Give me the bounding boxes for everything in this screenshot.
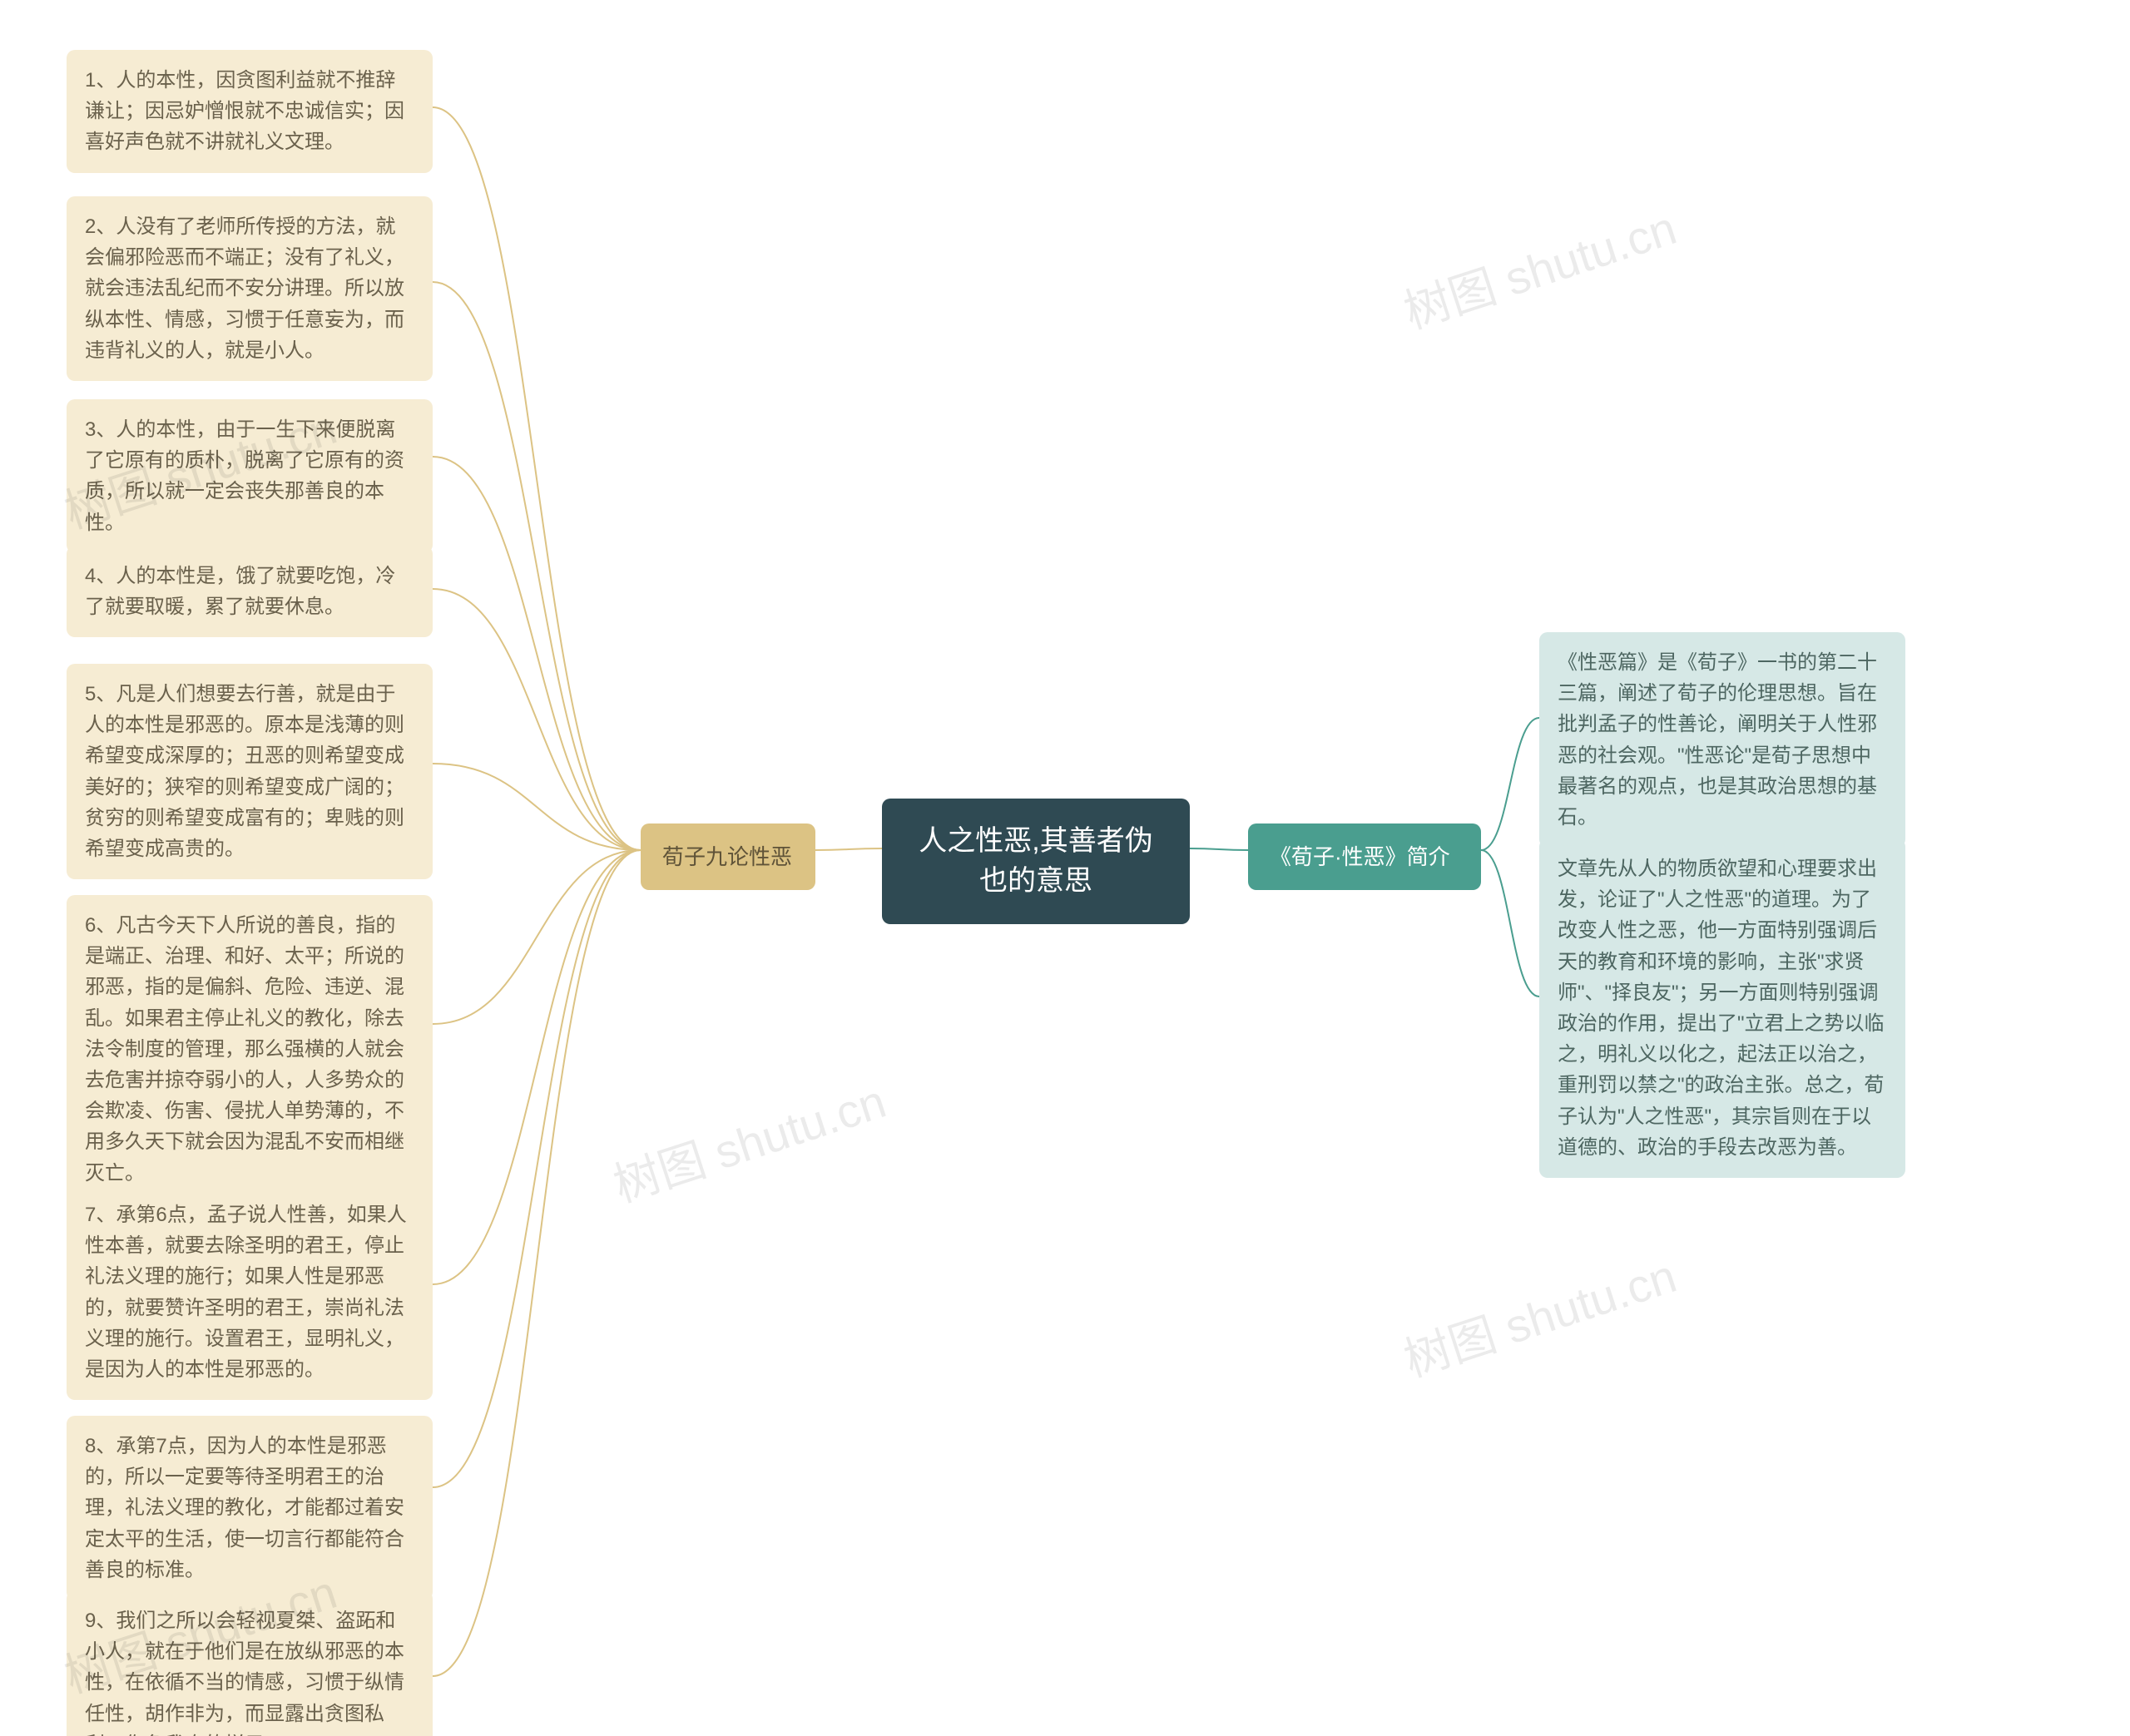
leaf-left-4[interactable]: 4、人的本性是，饿了就要吃饱，冷了就要取暖，累了就要休息。 [67,546,433,637]
leaf-left-2[interactable]: 2、人没有了老师所传授的方法，就会偏邪险恶而不端正；没有了礼义，就会违法乱纪而不… [67,196,433,381]
leaf-left-9[interactable]: 9、我们之所以会轻视夏桀、盗跖和小人，就在于他们是在放纵邪恶的本性，在依循不当的… [67,1590,433,1736]
branch-right[interactable]: 《荀子·性恶》简介 [1248,823,1481,890]
watermark-text: 树图 shutu.cn [1394,1239,1684,1391]
leaf-text: 《性恶篇》是《荀子》一书的第二十三篇，阐述了荀子的伦理思想。旨在批判孟子的性善论… [1558,651,1877,828]
branch-left[interactable]: 荀子九论性恶 [641,823,815,890]
watermark-text: 树图 shutu.cn [604,1065,894,1216]
leaf-text: 4、人的本性是，饿了就要吃饱，冷了就要取暖，累了就要休息。 [85,565,395,618]
leaf-text: 1、人的本性，因贪图利益就不推辞谦让；因忌妒憎恨就不忠诚信实；因喜好声色就不讲就… [85,69,404,153]
leaf-left-6[interactable]: 6、凡古今天下人所说的善良，指的是端正、治理、和好、太平；所说的邪恶，指的是偏斜… [67,895,433,1204]
root-label: 人之性恶,其善者伪也的意思 [919,825,1152,897]
leaf-text: 8、承第7点，因为人的本性是邪恶的，所以一定要等待圣明君王的治理，礼法义理的教化… [85,1435,404,1581]
leaf-text: 7、承第6点，孟子说人性善，如果人性本善，就要去除圣明的君王，停止礼法义理的施行… [85,1204,407,1381]
branch-right-label: 《荀子·性恶》简介 [1270,844,1450,869]
leaf-left-8[interactable]: 8、承第7点，因为人的本性是邪恶的，所以一定要等待圣明君王的治理，礼法义理的教化… [67,1416,433,1600]
leaf-text: 2、人没有了老师所传授的方法，就会偏邪险恶而不端正；没有了礼义，就会违法乱纪而不… [85,215,404,362]
leaf-left-1[interactable]: 1、人的本性，因贪图利益就不推辞谦让；因忌妒憎恨就不忠诚信实；因喜好声色就不讲就… [67,50,433,173]
leaf-text: 6、凡古今天下人所说的善良，指的是端正、治理、和好、太平；所说的邪恶，指的是偏斜… [85,914,404,1185]
leaf-left-7[interactable]: 7、承第6点，孟子说人性善，如果人性本善，就要去除圣明的君王，停止礼法义理的施行… [67,1185,433,1400]
leaf-text: 5、凡是人们想要去行善，就是由于人的本性是邪恶的。原本是浅薄的则希望变成深厚的；… [85,683,404,860]
leaf-left-3[interactable]: 3、人的本性，由于一生下来便脱离了它原有的质朴，脱离了它原有的资质，所以就一定会… [67,399,433,553]
mindmap-canvas: 人之性恶,其善者伪也的意思 荀子九论性恶 《荀子·性恶》简介 1、人的本性，因贪… [0,0,2130,1736]
leaf-text: 9、我们之所以会轻视夏桀、盗跖和小人，就在于他们是在放纵邪恶的本性，在依循不当的… [85,1610,404,1736]
leaf-right-2[interactable]: 文章先从人的物质欲望和心理要求出发，论证了"人之性恶"的道理。为了改变人性之恶，… [1539,838,1905,1178]
leaf-text: 3、人的本性，由于一生下来便脱离了它原有的质朴，脱离了它原有的资质，所以就一定会… [85,418,404,534]
root-node[interactable]: 人之性恶,其善者伪也的意思 [882,799,1190,924]
leaf-right-1[interactable]: 《性恶篇》是《荀子》一书的第二十三篇，阐述了荀子的伦理思想。旨在批判孟子的性善论… [1539,632,1905,848]
leaf-left-5[interactable]: 5、凡是人们想要去行善，就是由于人的本性是邪恶的。原本是浅薄的则希望变成深厚的；… [67,664,433,879]
branch-left-label: 荀子九论性恶 [662,844,792,869]
watermark-text: 树图 shutu.cn [1394,191,1684,343]
leaf-text: 文章先从人的物质欲望和心理要求出发，论证了"人之性恶"的道理。为了改变人性之恶，… [1558,858,1885,1159]
